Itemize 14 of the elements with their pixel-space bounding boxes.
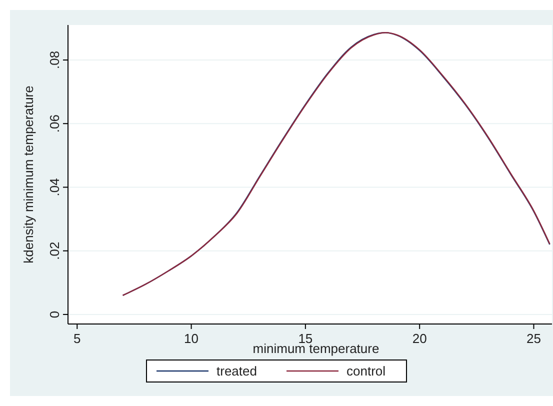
legend-label: control: [346, 364, 386, 378]
x-tick-label: 5: [74, 331, 81, 346]
x-tick-label: 10: [184, 331, 199, 346]
legend-label: treated: [216, 364, 257, 378]
x-tick-label: 20: [412, 331, 427, 346]
x-tick-label: 25: [526, 331, 541, 346]
x-tick-label: 15: [298, 331, 313, 346]
y-tick-label: .06: [47, 114, 62, 133]
y-tick-label: 0: [47, 310, 62, 318]
y-tick-label: .02: [47, 242, 62, 260]
y-axis-title: kdensity minimum temperature: [21, 86, 36, 264]
y-tick-label: .08: [47, 50, 62, 70]
line-series: [122, 32, 550, 296]
y-tick-label: .04: [47, 178, 62, 196]
